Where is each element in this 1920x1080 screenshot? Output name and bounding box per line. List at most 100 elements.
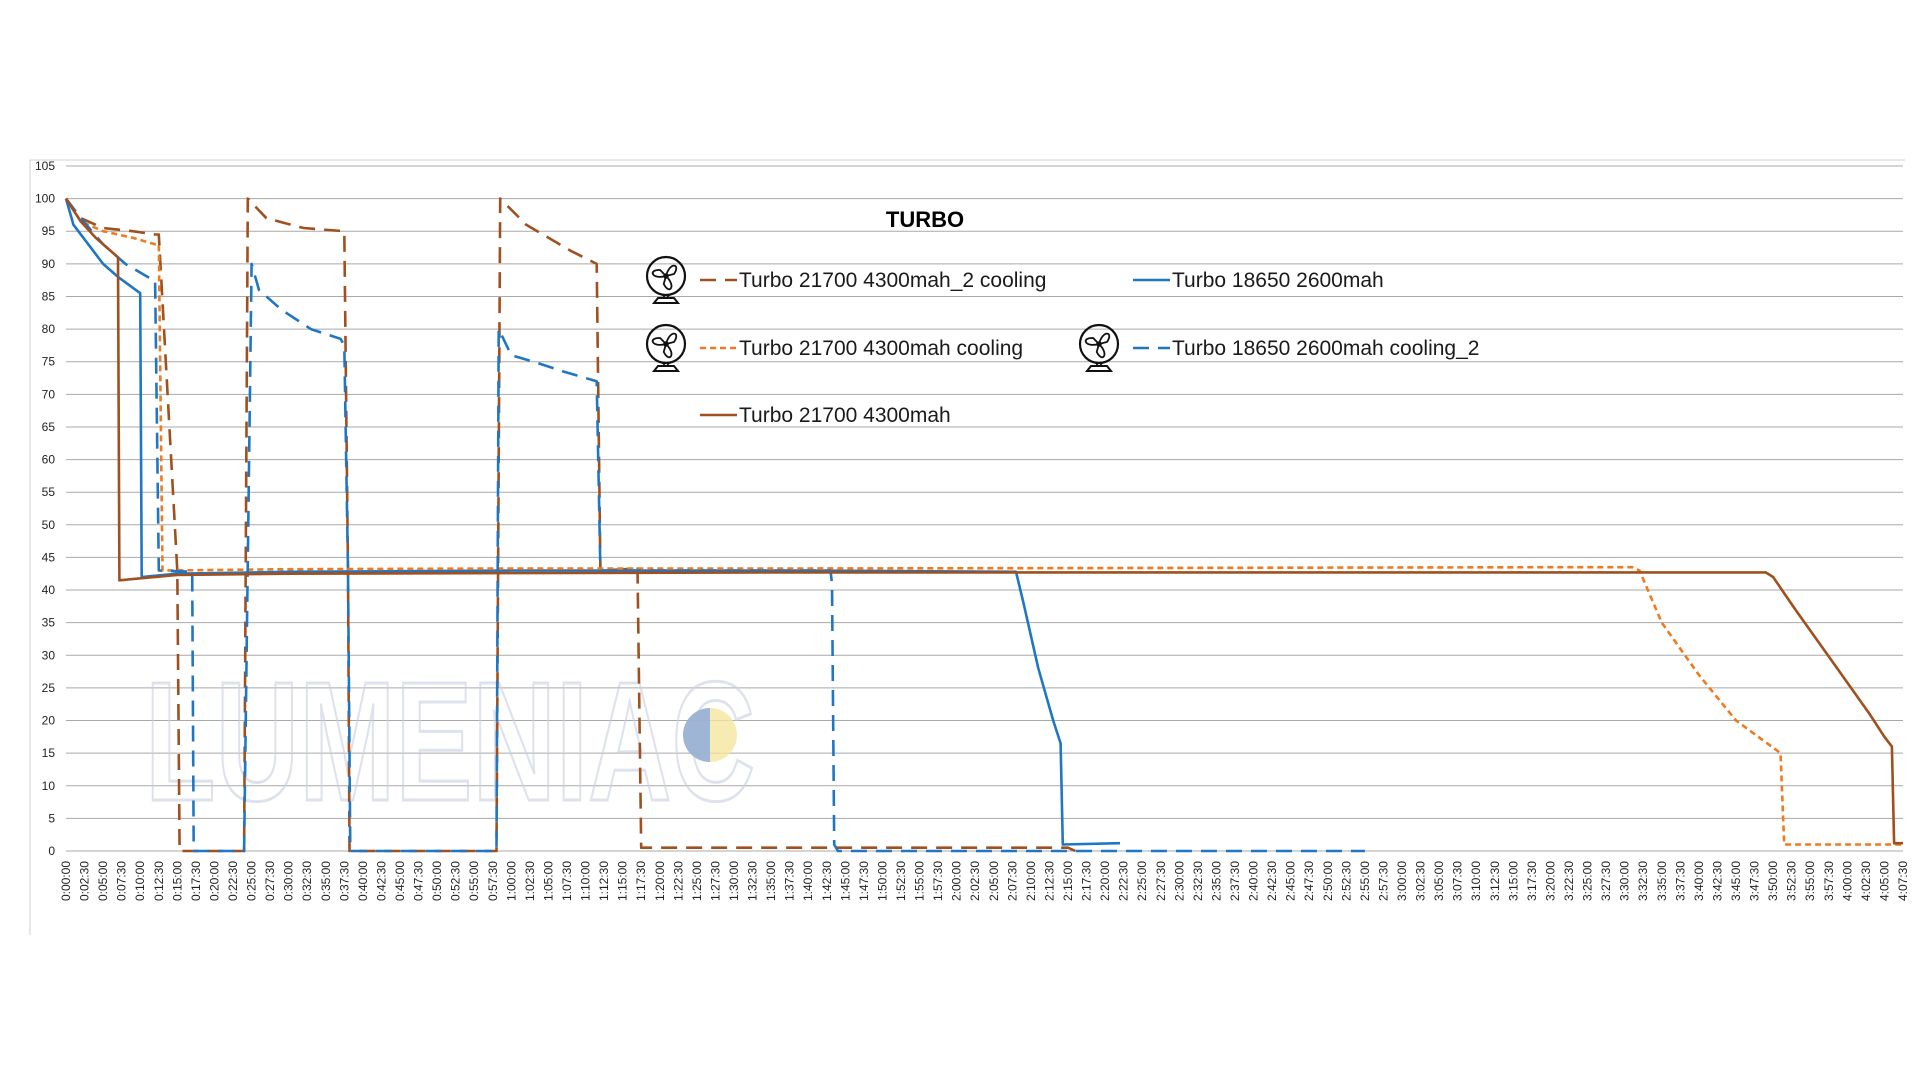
x-tick-label: 1:40:00 bbox=[801, 861, 815, 901]
y-tick-label: 90 bbox=[42, 257, 56, 271]
x-tick-label: 0:45:00 bbox=[393, 861, 407, 901]
x-tick-label: 2:27:30 bbox=[1154, 861, 1168, 901]
x-tick-label: 2:15:00 bbox=[1061, 861, 1075, 901]
x-tick-label: 2:47:30 bbox=[1302, 861, 1316, 901]
watermark-text: LUMENIAC bbox=[145, 647, 755, 837]
watermark-logo-half bbox=[683, 708, 710, 762]
y-tick-label: 25 bbox=[42, 681, 56, 695]
x-tick-label: 3:12:30 bbox=[1488, 861, 1502, 901]
x-tick-label: 1:22:30 bbox=[671, 861, 685, 901]
y-tick-label: 85 bbox=[42, 289, 56, 303]
fan-icon bbox=[645, 323, 687, 372]
y-tick-label: 45 bbox=[42, 550, 56, 564]
x-tick-label: 3:00:00 bbox=[1395, 861, 1409, 901]
y-tick-label: 65 bbox=[42, 420, 56, 434]
x-tick-label: 3:55:00 bbox=[1803, 861, 1817, 901]
series-line-2 bbox=[64, 198, 1121, 846]
x-tick-label: 3:50:00 bbox=[1766, 861, 1780, 901]
x-tick-label: 2:17:30 bbox=[1080, 861, 1094, 901]
x-tick-label: 1:42:30 bbox=[820, 861, 834, 901]
x-tick-label: 3:40:00 bbox=[1692, 861, 1706, 901]
x-tick-label: 4:02:30 bbox=[1859, 861, 1873, 901]
x-tick-label: 0:25:00 bbox=[245, 861, 259, 901]
x-tick-label: 1:37:30 bbox=[783, 861, 797, 901]
legend-item: Turbo 21700 4300mah_2 cooling bbox=[645, 255, 1046, 304]
x-tick-label: 2:42:30 bbox=[1265, 861, 1279, 901]
x-tick-label: 0:35:00 bbox=[319, 861, 333, 901]
legend-item: Turbo 18650 2600mah bbox=[1133, 269, 1384, 292]
x-tick-label: 1:52:30 bbox=[894, 861, 908, 901]
legend-label: Turbo 18650 2600mah cooling_2 bbox=[1172, 337, 1479, 360]
x-tick-label: 3:45:00 bbox=[1729, 861, 1743, 901]
x-tick-label: 1:10:00 bbox=[579, 861, 593, 901]
y-axis-ticks: 0 5 10 15 20 25 30 35 40 45 50 55 60 65 70 75 80 85 90 95 10… bbox=[35, 159, 55, 858]
x-tick-label: 0:12:30 bbox=[152, 861, 166, 901]
x-tick-label: 1:25:00 bbox=[690, 861, 704, 901]
legend-item: Turbo 21700 4300mah bbox=[700, 404, 951, 427]
y-tick-label: 10 bbox=[42, 779, 56, 793]
gridlines bbox=[66, 165, 1903, 852]
x-tick-label: 0:47:30 bbox=[412, 861, 426, 901]
x-tick-label: 0:05:00 bbox=[96, 861, 110, 901]
fan-icon bbox=[1078, 323, 1120, 372]
x-tick-label: 0:52:30 bbox=[449, 861, 463, 901]
x-tick-label: 3:37:30 bbox=[1673, 861, 1687, 901]
x-tick-label: 1:57:30 bbox=[931, 861, 945, 901]
x-tick-label: 0:22:30 bbox=[226, 861, 240, 901]
x-tick-label: 3:07:30 bbox=[1451, 861, 1465, 901]
y-tick-label: 0 bbox=[48, 844, 55, 858]
legend-item: Turbo 21700 4300mah cooling bbox=[645, 323, 1023, 372]
x-tick-label: 3:05:00 bbox=[1432, 861, 1446, 901]
x-tick-label: 1:47:30 bbox=[857, 861, 871, 901]
x-tick-label: 0:20:00 bbox=[207, 861, 221, 901]
x-tick-label: 2:05:00 bbox=[987, 861, 1001, 901]
x-tick-label: 3:27:30 bbox=[1599, 861, 1613, 901]
y-tick-label: 35 bbox=[42, 616, 56, 630]
x-tick-label: 0:07:30 bbox=[115, 861, 129, 901]
x-tick-label: 2:55:00 bbox=[1358, 861, 1372, 901]
legend-label: Turbo 18650 2600mah bbox=[1172, 269, 1384, 292]
y-tick-label: 55 bbox=[42, 485, 56, 499]
x-tick-label: 3:02:30 bbox=[1414, 861, 1428, 901]
x-tick-label: 4:07:30 bbox=[1896, 861, 1910, 901]
legend-item: Turbo 18650 2600mah cooling_2 bbox=[1078, 323, 1479, 372]
x-tick-label: 2:07:30 bbox=[1005, 861, 1019, 901]
y-tick-label: 80 bbox=[42, 322, 56, 336]
series-line-5 bbox=[64, 197, 1903, 845]
x-tick-label: 0:00:00 bbox=[59, 861, 73, 901]
x-tick-label: 1:30:00 bbox=[727, 861, 741, 901]
y-tick-label: 40 bbox=[42, 583, 56, 597]
x-tick-label: 3:42:30 bbox=[1710, 861, 1724, 901]
x-tick-label: 1:15:00 bbox=[616, 861, 630, 901]
x-tick-label: 1:12:30 bbox=[597, 861, 611, 901]
fan-icon bbox=[645, 255, 687, 304]
x-tick-label: 1:50:00 bbox=[875, 861, 889, 901]
x-tick-label: 3:25:00 bbox=[1581, 861, 1595, 901]
x-tick-label: 3:32:30 bbox=[1636, 861, 1650, 901]
y-tick-label: 50 bbox=[42, 518, 56, 532]
x-tick-label: 1:32:30 bbox=[746, 861, 760, 901]
x-tick-label: 1:05:00 bbox=[541, 861, 555, 901]
x-tick-label: 0:50:00 bbox=[430, 861, 444, 901]
legend-label: Turbo 21700 4300mah_2 cooling bbox=[739, 269, 1046, 292]
x-tick-label: 0:02:30 bbox=[78, 861, 92, 901]
y-tick-label: 15 bbox=[42, 746, 56, 760]
x-tick-label: 3:20:00 bbox=[1543, 861, 1557, 901]
x-tick-label: 0:15:00 bbox=[170, 861, 184, 901]
x-tick-label: 2:10:00 bbox=[1024, 861, 1038, 901]
x-tick-label: 2:02:30 bbox=[968, 861, 982, 901]
x-tick-label: 3:47:30 bbox=[1748, 861, 1762, 901]
x-tick-label: 0:32:30 bbox=[300, 861, 314, 901]
x-tick-label: 1:55:00 bbox=[913, 861, 927, 901]
chart-title: TURBO bbox=[886, 207, 964, 232]
y-tick-label: 75 bbox=[42, 355, 56, 369]
x-tick-label: 1:20:00 bbox=[653, 861, 667, 901]
x-axis-ticks: 0:00:00 0:02:30 0:05:00 0:07:30 0:10:00 0:12:… bbox=[59, 861, 1910, 901]
x-tick-label: 1:07:30 bbox=[560, 861, 574, 901]
y-tick-label: 105 bbox=[35, 159, 55, 173]
x-tick-label: 0:17:30 bbox=[189, 861, 203, 901]
lumeniac-watermark: LUMENIAC bbox=[144, 646, 757, 839]
series-lines bbox=[64, 197, 1903, 853]
